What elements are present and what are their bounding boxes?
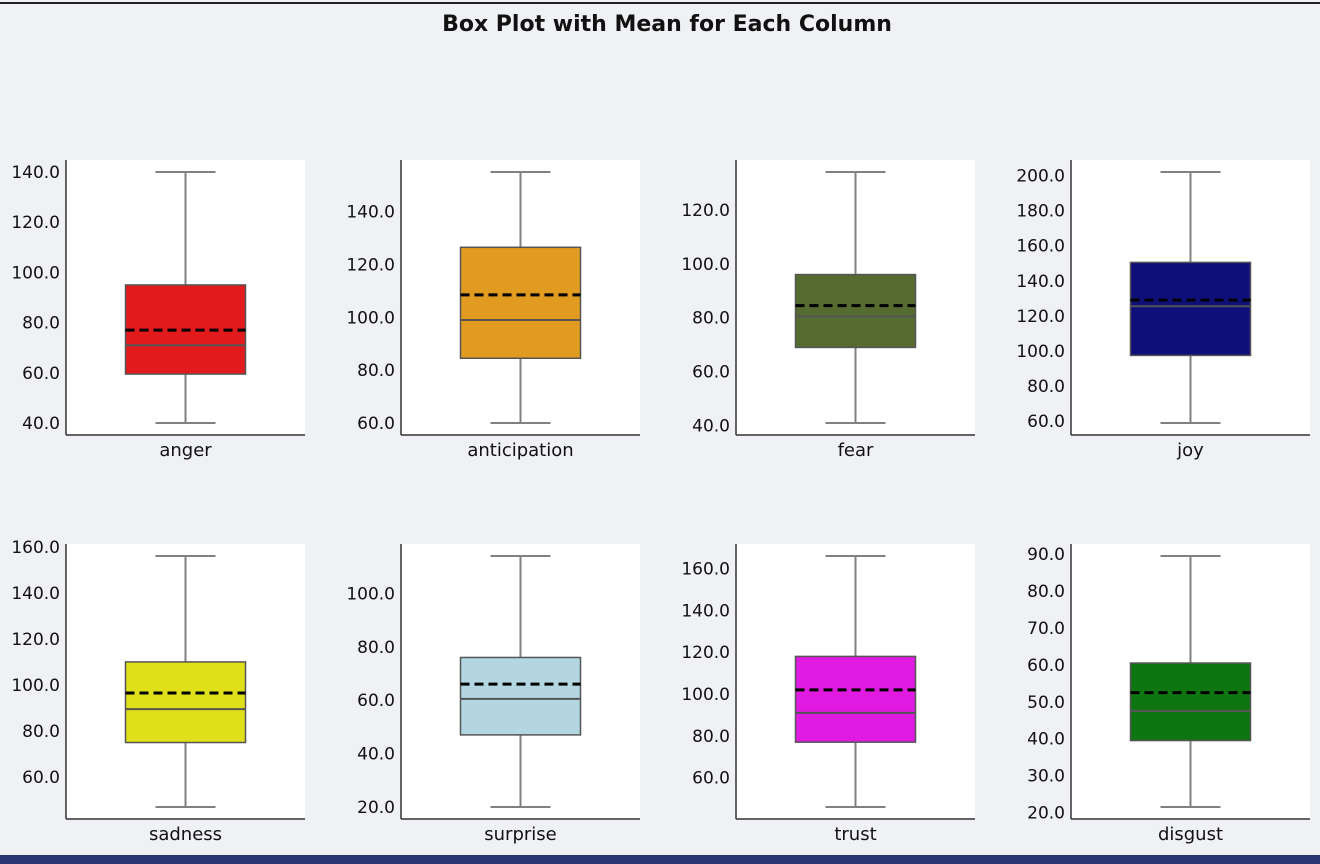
- y-tick-label: 100.0: [346, 584, 395, 604]
- y-tick-label: 140.0: [11, 584, 60, 604]
- y-tick-label: 100.0: [1016, 342, 1065, 362]
- panel-disgust: 20.0 30.0 40.0 50.0 60.0 70.0 80.0 90.0 disgust: [1027, 544, 1310, 845]
- y-tick-label: 120.0: [681, 201, 730, 221]
- y-tick-label: 60.0: [1027, 656, 1065, 676]
- chart-title: Box Plot with Mean for Each Column: [442, 12, 892, 37]
- panel-fear: 40.0 60.0 80.0 100.0 120.0 fear: [681, 160, 975, 461]
- box-trust: [794, 655, 917, 743]
- y-tick-label: 100.0: [346, 308, 395, 328]
- category-label-anger: anger: [159, 440, 212, 461]
- y-tick-label: 30.0: [1027, 767, 1065, 787]
- box-fear: [794, 273, 917, 349]
- bottom-bar: [0, 855, 1320, 864]
- y-tick-label: 60.0: [357, 691, 395, 711]
- y-tick-label: 50.0: [1027, 693, 1065, 713]
- y-tick-label: 160.0: [1016, 237, 1065, 257]
- y-tick-label: 100.0: [681, 685, 730, 705]
- y-tick-label: 40.0: [692, 417, 730, 437]
- panel-joy: 60.0 80.0 100.0 120.0 140.0 160.0 180.0 200.0 jo…: [1016, 160, 1310, 461]
- y-tick-label: 100.0: [11, 676, 60, 696]
- y-tick-label: 80.0: [1027, 582, 1065, 602]
- y-tick-label: 20.0: [357, 798, 395, 818]
- y-tick-label: 180.0: [1016, 202, 1065, 222]
- box-joy: [1129, 261, 1252, 357]
- y-tick-label: 60.0: [692, 363, 730, 383]
- y-tick-label: 120.0: [681, 643, 730, 663]
- y-tick-label: 90.0: [1027, 545, 1065, 565]
- y-tick-label: 70.0: [1027, 619, 1065, 639]
- y-tick-label: 120.0: [11, 630, 60, 650]
- box-surprise: [459, 656, 582, 736]
- y-tick-label: 100.0: [11, 263, 60, 283]
- y-tick-label: 120.0: [1016, 307, 1065, 327]
- category-label-trust: trust: [834, 824, 876, 845]
- y-tick-label: 40.0: [1027, 730, 1065, 750]
- y-tick-label: 160.0: [11, 538, 60, 558]
- category-label-fear: fear: [838, 440, 874, 461]
- y-tick-label: 140.0: [11, 163, 60, 183]
- y-tick-label: 80.0: [692, 309, 730, 329]
- panel-sadness: 60.0 80.0 100.0 120.0 140.0 160.0 sadness: [11, 538, 305, 845]
- category-label-disgust: disgust: [1158, 824, 1223, 845]
- category-label-anticipation: anticipation: [467, 440, 573, 461]
- y-tick-label: 20.0: [1027, 804, 1065, 824]
- y-tick-label: 60.0: [22, 364, 60, 384]
- y-tick-label: 140.0: [681, 601, 730, 621]
- y-tick-label: 80.0: [357, 361, 395, 381]
- y-tick-label: 60.0: [1027, 412, 1065, 432]
- box-disgust: [1129, 662, 1252, 742]
- y-tick-label: 140.0: [346, 203, 395, 223]
- y-tick-label: 80.0: [357, 638, 395, 658]
- category-label-sadness: sadness: [149, 824, 222, 845]
- panel-anger: 40.0 60.0 80.0 100.0 120.0 140.0 anger: [11, 160, 305, 461]
- category-label-joy: joy: [1176, 440, 1204, 461]
- box-sadness: [124, 661, 247, 744]
- panel-anticipation: 60.0 80.0 100.0 120.0 140.0 anticipation: [346, 160, 640, 461]
- y-tick-label: 100.0: [681, 255, 730, 275]
- y-tick-label: 80.0: [692, 727, 730, 747]
- y-tick-label: 160.0: [681, 560, 730, 580]
- top-border-line: [0, 2, 1320, 4]
- y-tick-label: 40.0: [22, 414, 60, 434]
- y-tick-label: 140.0: [1016, 272, 1065, 292]
- y-tick-label: 120.0: [11, 213, 60, 233]
- category-label-surprise: surprise: [484, 824, 556, 845]
- y-tick-label: 60.0: [692, 769, 730, 789]
- box-anticipation: [459, 246, 582, 360]
- y-tick-label: 120.0: [346, 255, 395, 275]
- y-tick-label: 80.0: [22, 314, 60, 334]
- y-tick-label: 80.0: [22, 722, 60, 742]
- panel-trust: 60.0 80.0 100.0 120.0 140.0 160.0 trust: [681, 544, 975, 845]
- panels-group: 40.0 60.0 80.0 100.0 120.0 140.0 anger 60.0 80.0…: [11, 160, 1310, 845]
- y-tick-label: 40.0: [357, 745, 395, 765]
- y-tick-label: 60.0: [22, 768, 60, 788]
- y-tick-label: 80.0: [1027, 377, 1065, 397]
- y-tick-label: 60.0: [357, 414, 395, 434]
- panel-surprise: 20.0 40.0 60.0 80.0 100.0 surprise: [346, 544, 640, 845]
- y-tick-label: 200.0: [1016, 167, 1065, 187]
